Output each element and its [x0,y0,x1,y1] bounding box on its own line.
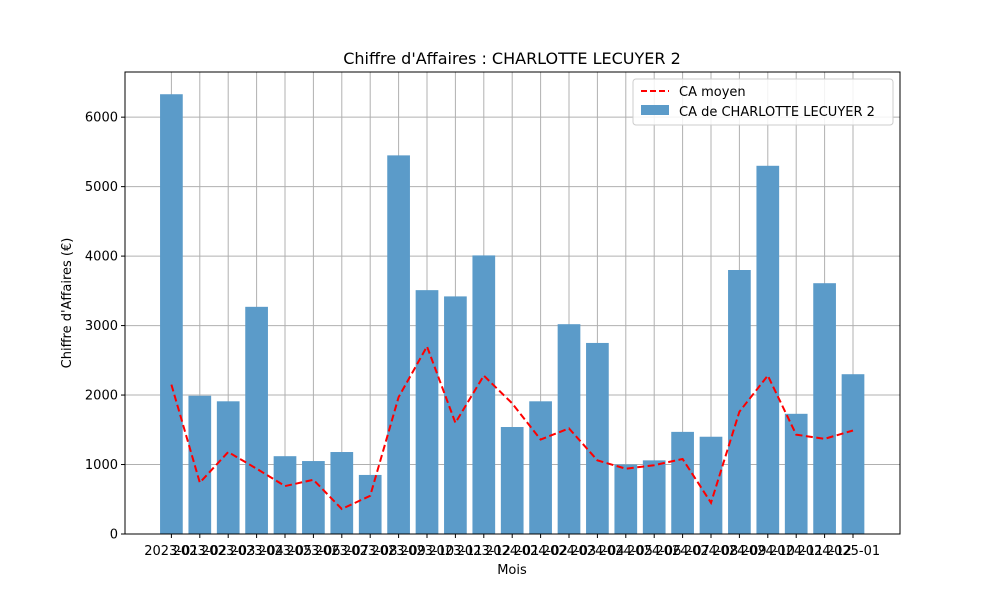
x-tick-label: 2023-12 [457,544,511,559]
y-tick-label: 1000 [85,458,118,473]
bar [813,283,836,534]
x-tick-label: 2024-08 [684,544,738,559]
bar [273,456,297,534]
x-tick-label: 2023-08 [343,544,397,559]
x-tick-label: 2023-04 [229,544,283,559]
x-tick-label: 2023-06 [286,544,340,559]
x-tick-label: 2023-07 [315,544,369,559]
bar [671,431,694,534]
bar [415,290,439,534]
bar [728,270,751,534]
chart-title: Chiffre d'Affaires : CHARLOTTE LECUYER 2 [343,49,681,68]
x-tick-label: 2024-06 [627,544,681,559]
legend-label-ca: CA de CHARLOTTE LECUYER 2 [679,105,875,120]
bar [188,395,212,534]
bar [699,436,723,534]
x-tick-label: 2023-01 [144,544,198,559]
y-axis: 0 1000 2000 3000 4000 5000 6000 [85,111,125,543]
x-tick-label: 2024-10 [741,544,795,559]
y-tick-label: 4000 [85,250,118,265]
y-axis-label: Chiffre d'Affaires (€) [60,238,75,369]
bar [302,461,325,534]
x-tick-label: 2024-05 [599,544,653,559]
y-tick-label: 0 [110,528,118,543]
bar [841,374,865,534]
bar [586,342,609,534]
average-line [170,344,854,511]
x-tick-label: 2023-05 [258,544,312,559]
x-tick-label: 2025-01 [826,544,880,559]
x-tick-label: 2023-02 [173,544,227,559]
legend-label-ca-moyen: CA moyen [679,85,746,100]
y-tick-label: 3000 [85,319,118,334]
x-tick-label: 2024-11 [769,544,823,559]
x-tick-label: 2023-10 [400,544,454,559]
x-tick-label: 2024-07 [655,544,709,559]
bar [245,306,268,534]
bar [784,413,808,534]
bar [500,427,524,534]
y-tick-label: 2000 [85,389,118,404]
bar [387,155,410,535]
x-axis: 2023-012023-022023-032023-042023-052023-… [144,534,880,559]
bar [472,255,496,534]
bar [358,474,382,534]
x-tick-label: 2024-12 [797,544,851,559]
x-tick-label: 2024-04 [570,544,624,559]
x-tick-label: 2023-11 [428,544,482,559]
legend: CA moyen CA de CHARLOTTE LECUYER 2 [632,78,894,126]
x-tick-label: 2023-09 [371,544,425,559]
bar [614,464,638,534]
bar [642,460,666,534]
bar [529,401,552,534]
y-tick-label: 6000 [85,111,118,126]
y-tick-label: 5000 [85,180,118,195]
legend-box [632,78,894,126]
x-tick-label: 2024-02 [513,544,567,559]
bar [756,165,780,534]
x-tick-label: 2024-09 [712,544,766,559]
bar [330,452,354,534]
x-axis-label: Mois [497,563,527,578]
bars [160,94,865,535]
bar [160,94,183,535]
x-tick-label: 2024-03 [542,544,596,559]
x-tick-label: 2024-01 [485,544,539,559]
x-tick-label: 2023-03 [201,544,255,559]
bar [444,296,467,534]
bar [216,401,240,534]
legend-swatch-ca [641,105,669,115]
